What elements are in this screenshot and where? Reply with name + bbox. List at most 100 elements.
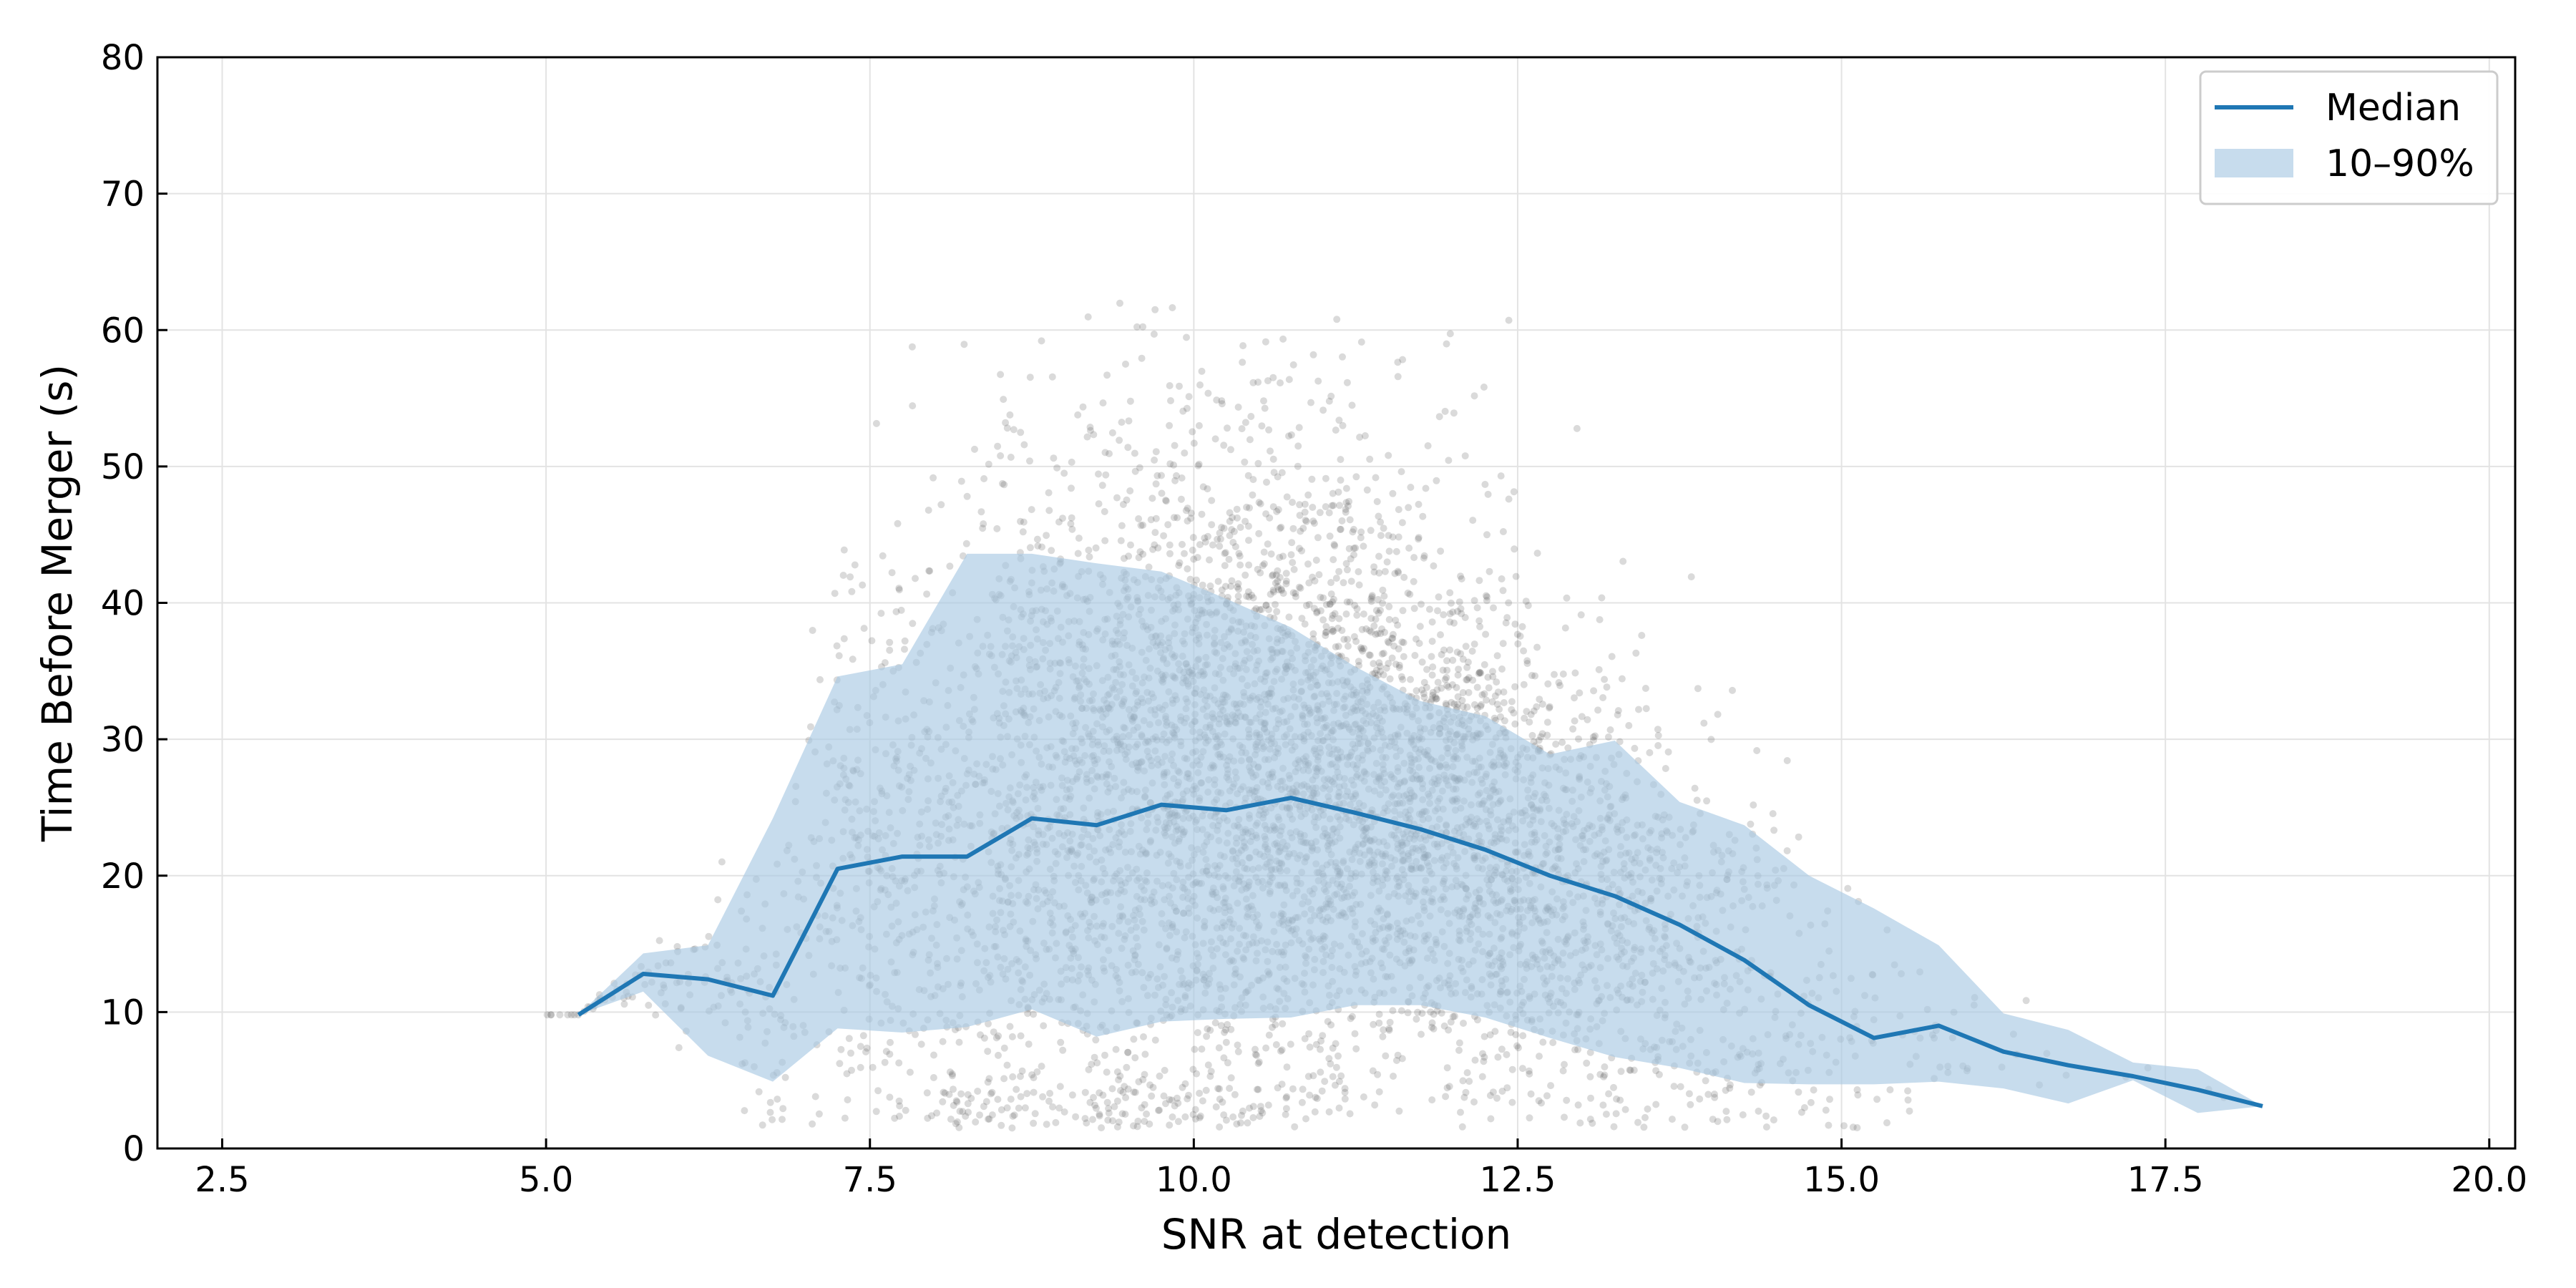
scatter-point xyxy=(1434,678,1442,686)
scatter-point xyxy=(897,606,905,614)
scatter-point xyxy=(1206,556,1213,564)
scatter-point xyxy=(1332,643,1340,650)
scatter-point xyxy=(1312,1040,1320,1048)
scatter-point xyxy=(1206,1026,1214,1034)
scatter-point xyxy=(1038,337,1045,345)
scatter-point xyxy=(1259,562,1267,570)
scatter-point xyxy=(1265,1031,1273,1039)
scatter-point xyxy=(1127,541,1134,549)
scatter-point xyxy=(835,652,843,660)
scatter-point xyxy=(1150,331,1158,338)
scatter-point xyxy=(1434,607,1441,615)
scatter-point xyxy=(1583,1059,1591,1067)
scatter-point xyxy=(1211,1019,1219,1027)
scatter-point xyxy=(1336,502,1343,509)
scatter-point xyxy=(1239,342,1247,350)
scatter-point xyxy=(1174,1094,1181,1102)
scatter-point xyxy=(1641,1113,1649,1121)
scatter-point xyxy=(906,1068,914,1076)
scatter-point xyxy=(1370,568,1378,576)
scatter-point xyxy=(1167,397,1174,404)
scatter-point xyxy=(1024,1010,1032,1018)
scatter-point xyxy=(1118,1110,1126,1118)
scatter-point xyxy=(1826,1096,1833,1103)
scatter-point xyxy=(1475,670,1483,678)
scatter-point xyxy=(1091,1053,1098,1061)
scatter-point xyxy=(1343,566,1351,574)
scatter-point xyxy=(1212,1103,1220,1111)
scatter-point xyxy=(1677,1083,1684,1091)
scatter-point xyxy=(1358,625,1366,633)
scatter-point xyxy=(1513,630,1521,638)
scatter-point xyxy=(1131,467,1139,475)
scatter-point xyxy=(1046,1090,1054,1097)
scatter-point xyxy=(1429,688,1437,696)
scatter-point xyxy=(1249,476,1257,484)
scatter-point xyxy=(1873,1096,1881,1103)
scatter-point xyxy=(1002,419,1010,426)
scatter-point xyxy=(939,1098,947,1106)
scatter-point xyxy=(909,620,917,628)
scatter-point xyxy=(930,1051,937,1059)
scatter-point xyxy=(980,1103,987,1111)
scatter-point xyxy=(1575,735,1582,743)
scatter-point xyxy=(1272,579,1279,587)
scatter-point xyxy=(1244,588,1252,596)
scatter-point xyxy=(1074,411,1082,419)
scatter-point xyxy=(1332,1063,1340,1071)
scatter-point xyxy=(1577,611,1585,619)
scatter-point xyxy=(1289,499,1296,506)
scatter-point xyxy=(1433,695,1440,703)
scatter-point xyxy=(977,1031,984,1039)
scatter-point xyxy=(1405,545,1413,552)
scatter-point xyxy=(926,567,934,575)
scatter-point xyxy=(836,1060,844,1068)
scatter-point xyxy=(1428,618,1436,626)
scatter-point xyxy=(1530,707,1538,715)
scatter-point xyxy=(781,1073,789,1081)
scatter-point xyxy=(1395,664,1403,671)
scatter-point xyxy=(1055,1104,1063,1112)
scatter-point xyxy=(1478,701,1485,708)
scatter-point xyxy=(1382,1052,1390,1060)
scatter-point xyxy=(1373,498,1381,505)
scatter-point xyxy=(1411,652,1419,659)
scatter-point xyxy=(815,1110,823,1118)
scatter-point xyxy=(1112,1045,1120,1053)
scatter-point xyxy=(620,1000,628,1008)
scatter-point xyxy=(1297,527,1304,535)
scatter-point xyxy=(930,1074,937,1081)
scatter-point xyxy=(1531,672,1539,680)
scatter-point xyxy=(1443,666,1451,674)
scatter-point xyxy=(1221,562,1229,570)
scatter-point xyxy=(1519,1032,1527,1040)
scatter-point xyxy=(1498,665,1506,673)
scatter-point xyxy=(1279,335,1287,343)
scatter-point xyxy=(1561,1060,1568,1068)
scatter-point xyxy=(994,1096,1002,1103)
scatter-point xyxy=(1797,1108,1805,1116)
scatter-point xyxy=(1221,550,1229,557)
scatter-point xyxy=(1330,502,1337,509)
scatter-point xyxy=(1508,1098,1516,1106)
scatter-point xyxy=(1289,361,1297,369)
scatter-point xyxy=(1427,1008,1435,1016)
scatter-point xyxy=(1244,472,1252,479)
scatter-point xyxy=(1516,633,1524,640)
scatter-point xyxy=(1693,796,1701,804)
scatter-point xyxy=(1174,1099,1182,1107)
scatter-point xyxy=(902,1106,909,1114)
scatter-point xyxy=(1010,1111,1018,1119)
scatter-point xyxy=(1327,392,1335,400)
scatter-point xyxy=(1258,605,1265,613)
scatter-point xyxy=(1447,1018,1455,1026)
scatter-point xyxy=(1028,506,1035,514)
scatter-point xyxy=(1122,1094,1130,1101)
scatter-point xyxy=(872,419,880,427)
scatter-point xyxy=(1428,1096,1436,1104)
scatter-point xyxy=(1458,610,1465,618)
scatter-point xyxy=(1317,1068,1324,1076)
scatter-point xyxy=(912,1030,919,1038)
scatter-point xyxy=(1578,713,1586,721)
scatter-point xyxy=(1471,1056,1479,1064)
